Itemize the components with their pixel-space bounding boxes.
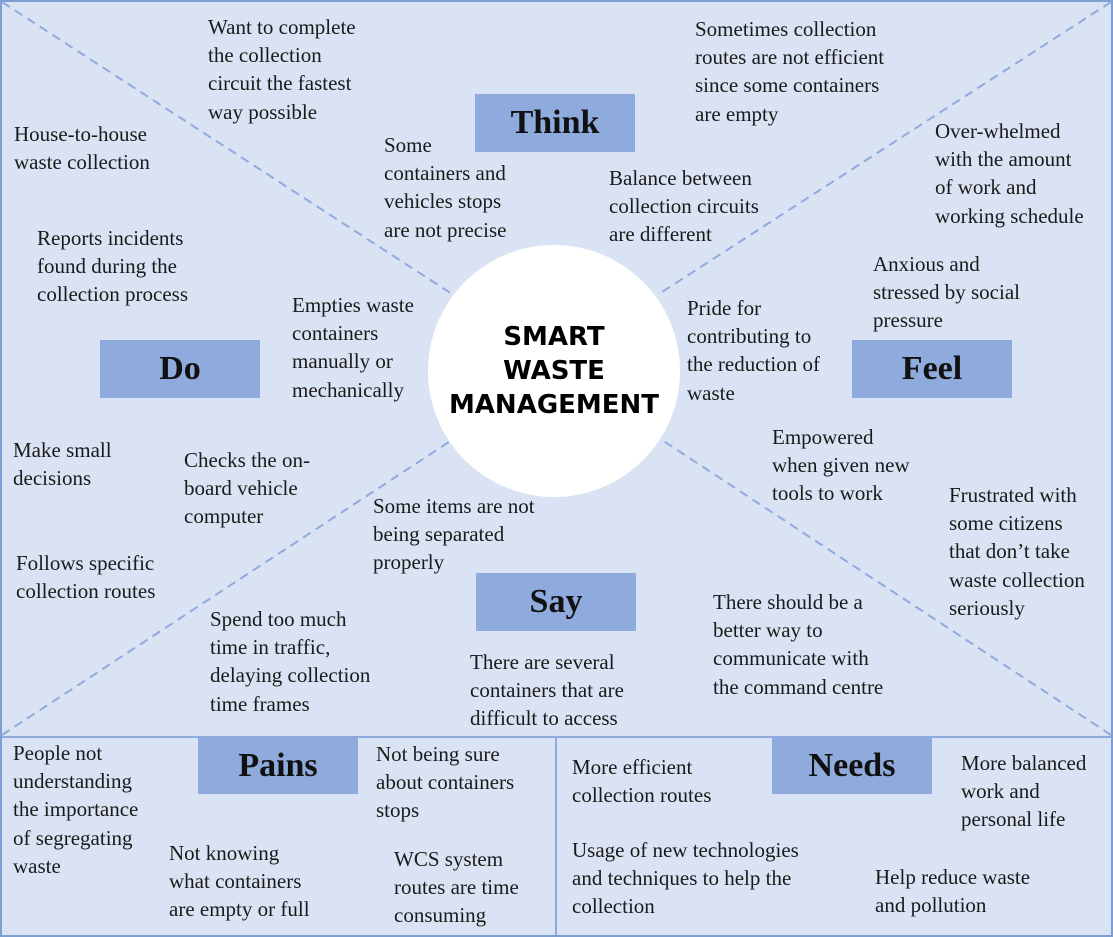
pains-not-sure-stops: Not being sure about containers stops (376, 742, 515, 823)
feel-frustrated: Frustrated with some citizens that don’t… (949, 483, 1085, 620)
feel-pride: Pride for contributing to the reduction … (687, 296, 820, 405)
pains-empty-or-full: Not knowing what containers are empty or… (169, 841, 310, 922)
say-better-way: There should be a better way to communic… (713, 590, 884, 699)
do-reports-incidents: Reports incidents found during the colle… (37, 226, 189, 307)
feel-empowered: Empowered when given new tools to work (772, 425, 910, 506)
do-empties-containers: Empties waste containers manually or mec… (292, 293, 414, 402)
do-checks-computer: Checks the on- board vehicle computer (184, 448, 310, 529)
pains-wcs-routes: WCS system routes are time consuming (394, 847, 519, 928)
say-traffic: Spend too much time in traffic, delaying… (210, 607, 371, 716)
do-follows-routes: Follows specific collection routes (16, 551, 156, 604)
center-title: SMART WASTE MANAGEMENT (448, 322, 660, 420)
do-label: Do (100, 340, 260, 398)
needs-new-technologies: Usage of new technologies and techniques… (572, 838, 799, 919)
pains-label: Pains (198, 737, 358, 794)
say-difficult-access: There are several containers that are di… (470, 650, 624, 731)
needs-reduce-waste: Help reduce waste and pollution (875, 865, 1031, 918)
say-not-separated: Some items are not being separated prope… (373, 494, 535, 575)
feel-label: Feel (852, 340, 1012, 398)
pains-segregating: People not understanding the importance … (13, 741, 139, 878)
needs-efficient-routes: More efficient collection routes (572, 755, 712, 808)
center-circle: SMART WASTE MANAGEMENT (428, 245, 680, 497)
say-label: Say (476, 573, 636, 631)
feel-overwhelmed: Over-whelmed with the amount of work and… (935, 119, 1084, 228)
needs-label: Needs (772, 737, 932, 794)
feel-anxious: Anxious and stressed by social pressure (873, 252, 1020, 333)
think-label: Think (475, 94, 635, 152)
think-routes-not-efficient: Sometimes collection routes are not effi… (695, 17, 885, 126)
think-stops-not-precise: Some containers and vehicles stops are n… (384, 133, 507, 242)
think-balance-circuits: Balance between collection circuits are … (609, 166, 759, 247)
think-complete-circuit: Want to complete the collection circuit … (208, 15, 356, 124)
do-house-to-house: House-to-house waste collection (14, 122, 150, 175)
do-small-decisions: Make small decisions (13, 438, 112, 491)
needs-balanced-life: More balanced work and personal life (961, 751, 1087, 832)
